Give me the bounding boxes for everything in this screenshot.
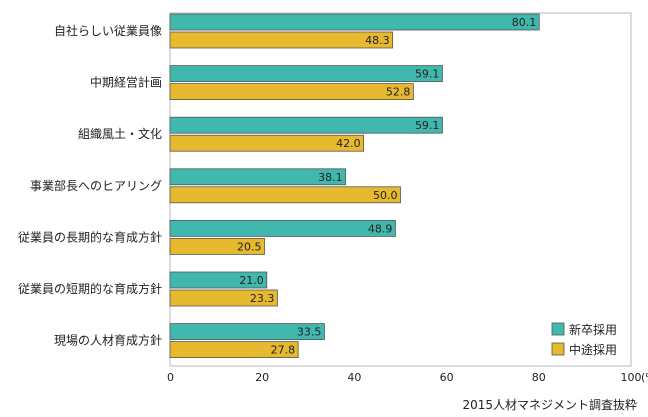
category-label: 自社らしい従業員像 [54, 23, 162, 38]
value-label: 27.8 [271, 344, 296, 357]
value-label: 52.8 [386, 86, 411, 99]
bar-mid-career [169, 341, 299, 359]
value-label: 42.0 [336, 137, 361, 150]
bar-new-grad [169, 116, 443, 134]
category-label: 従業員の長期的な育成方針 [18, 229, 162, 244]
value-label: 80.1 [512, 16, 537, 29]
value-label: 59.1 [415, 119, 440, 132]
value-label: 20.5 [237, 240, 262, 253]
value-label: 48.3 [365, 34, 390, 47]
bar-new-grad [169, 168, 347, 186]
bar-new-grad [169, 13, 540, 31]
source-note: 2015人材マネジメント調査抜粋 [462, 398, 637, 412]
bar-mid-career [169, 237, 265, 255]
x-tick-label: 40 [347, 371, 361, 384]
legend-swatch [551, 322, 565, 336]
category-label: 現場の人材育成方針 [54, 333, 162, 348]
bar-mid-career [169, 289, 278, 307]
bar-mid-career [169, 31, 394, 49]
x-tick-label: 100 [621, 371, 642, 384]
category-label: 組織風土・文化 [78, 126, 162, 141]
legend-swatch [551, 342, 565, 356]
category-label: 従業員の短期的な育成方針 [18, 281, 162, 296]
value-label: 48.9 [368, 222, 393, 235]
x-tick-label: 20 [255, 371, 269, 384]
value-label: 33.5 [297, 326, 322, 339]
x-unit-label: (%) [641, 371, 648, 384]
x-tick-label: 80 [532, 371, 546, 384]
value-label: 59.1 [415, 68, 440, 81]
x-axis: 0 20 40 60 80 100(%) [167, 371, 648, 384]
bar-mid-career [169, 83, 414, 100]
legend-label: 中途採用 [569, 342, 617, 357]
legend-label: 新卒採用 [569, 322, 617, 337]
bar-mid-career [169, 134, 365, 152]
category-label: 中期経営計画 [90, 75, 162, 90]
x-tick-label: 60 [440, 371, 454, 384]
category-label: 事業部長へのヒアリング [30, 178, 162, 193]
value-labels: 80.1 48.3 59.1 52.8 59.1 42.0 38.1 50.0 48.9 20.5… [237, 16, 536, 357]
bar-new-grad [169, 323, 325, 341]
bar-new-grad [169, 271, 268, 289]
x-tick-label: 0 [167, 371, 174, 384]
value-label: 23.3 [250, 292, 275, 305]
value-label: 21.0 [239, 274, 264, 287]
bars [169, 13, 540, 359]
category-labels: 自社らしい従業員像中期経営計画組織風土・文化事業部長へのヒアリング従業員の長期的… [18, 23, 162, 348]
bar-new-grad [169, 65, 443, 82]
value-label: 50.0 [373, 189, 398, 202]
value-label: 38.1 [318, 171, 343, 184]
bar-new-grad [169, 219, 396, 237]
bar-mid-career [169, 186, 401, 204]
